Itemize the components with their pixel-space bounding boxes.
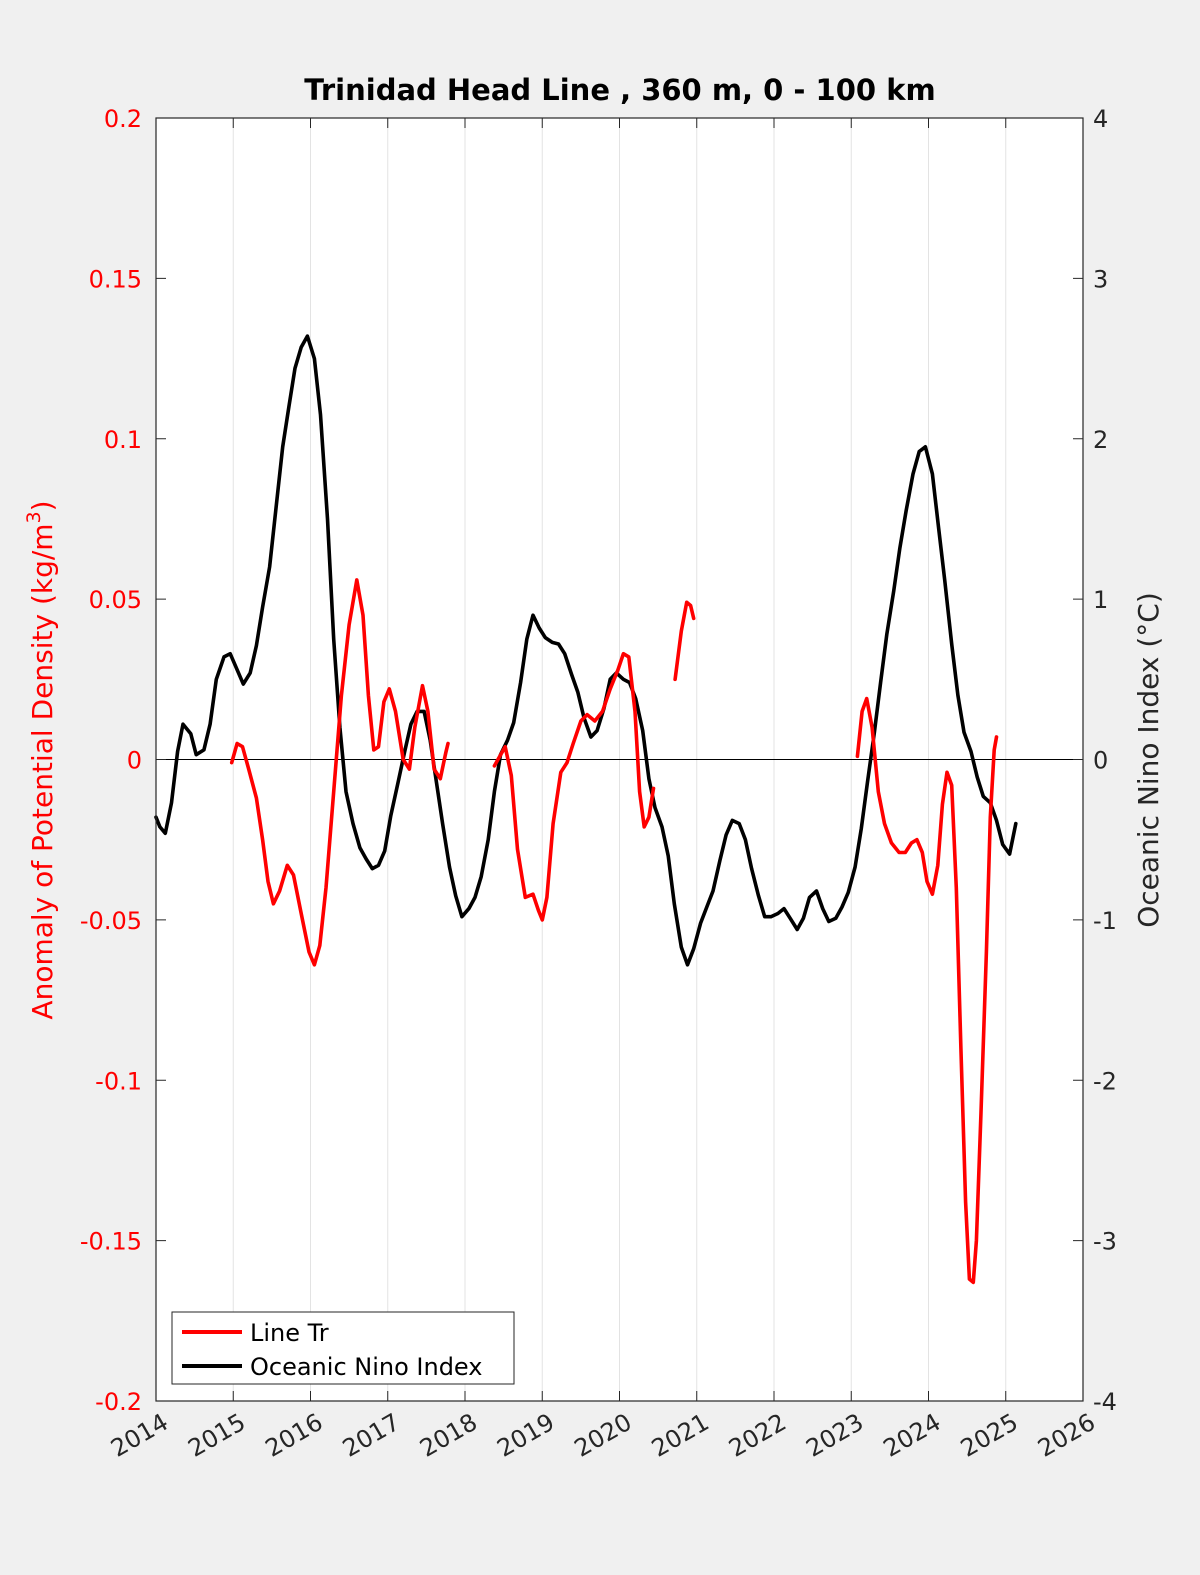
x-tick-label: 2015 [183,1408,250,1463]
series-line-tr [855,696,999,1285]
y-left-tick-label: -0.1 [95,1067,142,1095]
y-right-tick-label: 0 [1093,747,1108,775]
y-right-tick-label: -3 [1093,1228,1117,1256]
x-tick-label: 2023 [801,1408,868,1463]
x-tick-label: 2016 [261,1408,328,1463]
y-left-tick-label: 0.2 [104,105,142,133]
right-axis-label: Oceanic Nino Index (°C) [1132,592,1165,928]
legend-label-oni: Oceanic Nino Index [250,1353,482,1381]
left-axis-label: Anomaly of Potential Density (kg/m3) [23,500,59,1019]
x-tick-label: 2021 [647,1408,714,1463]
y-left-tick-label: 0 [127,747,142,775]
y-right-tick-label: 1 [1093,586,1108,614]
legend: Line Tr Oceanic Nino Index [171,1311,515,1385]
left-axis-label-suffix: ) [26,500,59,511]
legend-label-line-tr: Line Tr [250,1319,329,1347]
y-right-tick-label: 3 [1093,265,1108,293]
left-axis-label-main: Anomaly of Potential Density (kg/m [26,523,59,1019]
y-right-tick-label: -1 [1093,907,1117,935]
y-right-tick-label: -2 [1093,1067,1117,1095]
y-left-tick-label: -0.2 [95,1388,142,1416]
y-left-tick-label: 0.05 [89,586,142,614]
series-layer [154,334,1018,1285]
legend-box [171,1311,515,1385]
x-tick-label: 2014 [106,1408,173,1463]
y-left-tick-label: 0.1 [104,426,142,454]
y-left-tick-label: -0.05 [80,907,142,935]
chart-title: Trinidad Head Line , 360 m, 0 - 100 km [304,73,935,107]
y-right-tick-label: 2 [1093,426,1108,454]
x-tick-label: 2025 [956,1408,1023,1463]
x-tick-label: 2026 [1033,1408,1100,1463]
series-line-tr [492,651,656,922]
x-tick-label: 2024 [879,1408,946,1463]
y-left-tick-label: 0.15 [89,265,142,293]
x-tick-label: 2022 [724,1408,791,1463]
y-left-tick-label: -0.15 [80,1228,142,1256]
x-tick-label: 2017 [338,1408,405,1463]
y-right-tick-label: 4 [1093,105,1108,133]
left-axis-label-superscript: 3 [23,511,45,523]
x-tick-label: 2018 [415,1408,482,1463]
x-tick-label: 2020 [570,1408,637,1463]
x-tick-label: 2019 [492,1408,559,1463]
series-line-tr [229,578,450,967]
y-right-tick-label: -4 [1093,1388,1117,1416]
series-line-tr [673,600,696,682]
